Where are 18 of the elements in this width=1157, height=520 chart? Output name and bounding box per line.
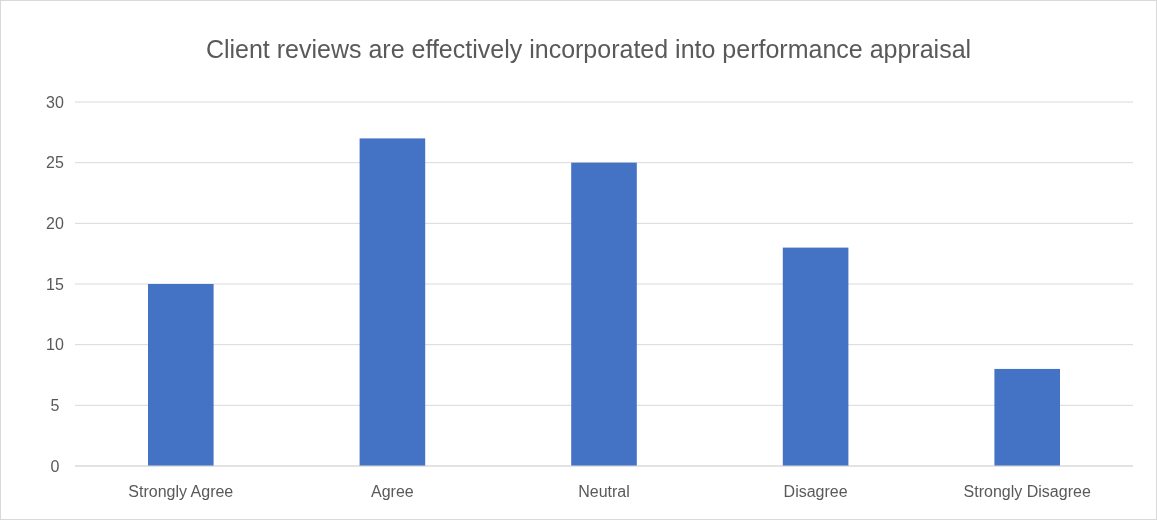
bar [571, 162, 637, 466]
y-tick-label: 0 [50, 457, 60, 475]
bar [782, 247, 849, 466]
x-tick-label: Disagree [783, 483, 848, 500]
y-tick-label: 25 [46, 154, 64, 172]
y-tick-label: 30 [46, 93, 64, 111]
x-tick-label: Agree [371, 483, 414, 500]
y-tick-label: 5 [50, 396, 60, 414]
bar [359, 138, 426, 466]
y-tick-label: 15 [46, 275, 64, 293]
bar [994, 368, 1060, 466]
y-tick-label: 10 [46, 336, 64, 354]
x-tick-label: Strongly Disagree [963, 483, 1091, 500]
y-tick-label: 20 [46, 214, 64, 232]
x-tick-label: Neutral [578, 483, 630, 500]
chart-title: Client reviews are effectively incorporated into performance appraisal [205, 35, 972, 63]
x-tick-label: Strongly Agree [128, 483, 234, 500]
bar [148, 284, 214, 466]
